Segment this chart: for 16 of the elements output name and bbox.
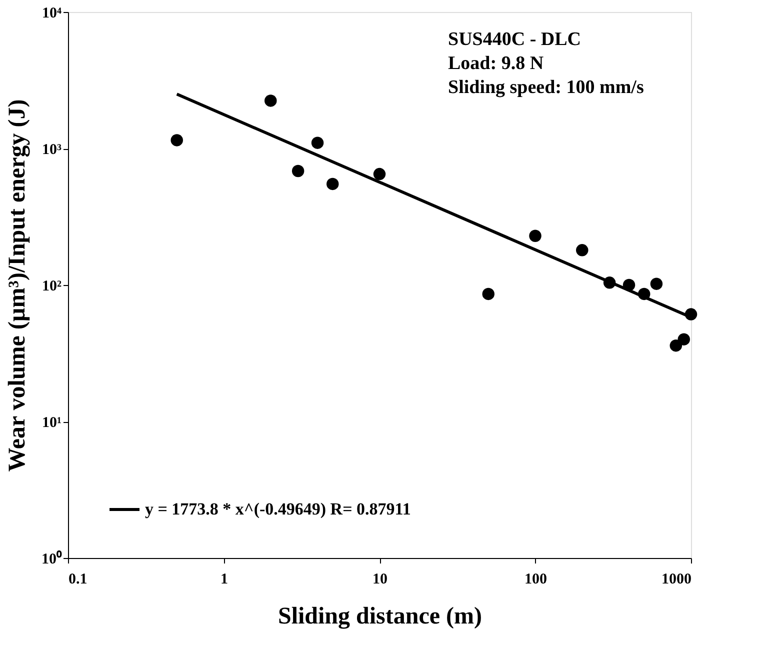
legend-label: y = 1773.8 * x^(-0.49649) R= 0.87911 bbox=[145, 500, 411, 518]
x-tick-label: 1000 bbox=[662, 572, 692, 588]
y-tick-label: 10³ bbox=[42, 142, 62, 158]
annotation: SUS440C - DLC bbox=[448, 29, 582, 50]
y-tick-label: 10² bbox=[42, 278, 62, 294]
x-tick-label: 100 bbox=[524, 572, 547, 588]
y-axis-title: Wear volume (µm³)/Input energy (J) bbox=[4, 99, 30, 472]
y-tick-label: 10⁴ bbox=[42, 6, 62, 22]
y-tick-label: 10⁰ bbox=[42, 550, 62, 568]
annotation: Sliding speed: 100 mm/s bbox=[448, 77, 644, 98]
annotation: Load: 9.8 N bbox=[448, 53, 544, 74]
x-tick-label: 1 bbox=[220, 572, 228, 588]
x-tick-label: 0.1 bbox=[68, 572, 88, 588]
x-axis-title: Sliding distance (m) bbox=[278, 604, 482, 630]
y-tick-label: 10¹ bbox=[42, 415, 62, 431]
x-tick-label: 10 bbox=[372, 572, 388, 588]
